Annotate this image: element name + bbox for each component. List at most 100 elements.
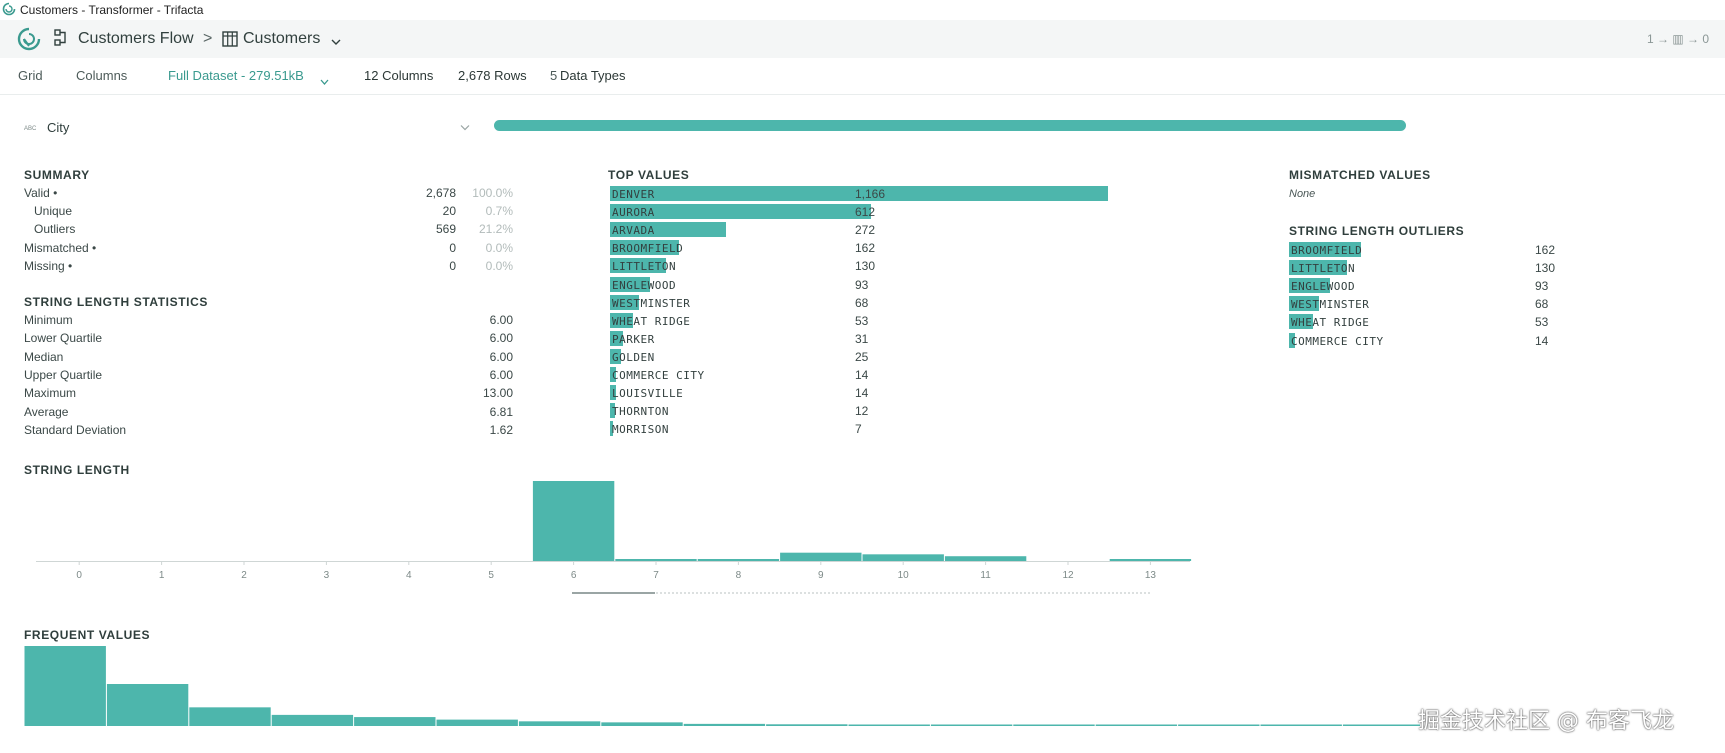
string-length-bar[interactable] <box>615 559 697 561</box>
top-value-bar[interactable] <box>610 186 1108 201</box>
summary-row-label: Valid • <box>24 186 58 200</box>
string-length-bar[interactable] <box>780 552 862 561</box>
frequent-value-bar[interactable] <box>848 724 930 727</box>
summary-row-label: Outliers <box>34 222 76 237</box>
outlier-count: 14 <box>1535 333 1549 348</box>
outlier-bar[interactable] <box>1289 314 1313 330</box>
frequent-value-bar[interactable] <box>354 717 436 726</box>
top-value-count: 7 <box>855 422 862 437</box>
data-types-count[interactable]: 5 <box>550 68 558 83</box>
stats-row-label: Lower Quartile <box>24 331 103 346</box>
x-axis-tick-label: 11 <box>980 570 991 581</box>
stats-row-value: 1.62 <box>489 422 513 437</box>
top-value-label: AURORA <box>612 206 655 220</box>
tab-columns[interactable]: Columns <box>76 68 128 83</box>
data-quality-bar-valid[interactable] <box>494 120 1406 131</box>
top-value-bar[interactable] <box>610 294 640 310</box>
stats-row-value: 6.00 <box>489 313 513 327</box>
frequent-value-bar[interactable] <box>930 724 1013 727</box>
x-axis-tick-label: 7 <box>653 570 659 581</box>
data-quality-bar-track <box>494 120 1406 131</box>
chevron-down-icon[interactable] <box>320 73 329 88</box>
outlier-count: 93 <box>1535 279 1549 294</box>
string-length-bar[interactable] <box>532 481 615 561</box>
flow-breadcrumb[interactable]: Customers Flow <box>78 30 194 47</box>
row-count: 2,678 Rows <box>458 68 527 83</box>
summary-row-label: Mismatched • <box>24 240 97 255</box>
top-value-bar[interactable] <box>610 403 616 419</box>
x-axis-tick-label: 9 <box>818 570 824 581</box>
top-value-count: 130 <box>855 259 876 274</box>
table-icon <box>222 31 238 50</box>
stats-row-value: 6.00 <box>489 349 513 364</box>
trifacta-home-icon[interactable] <box>16 26 42 55</box>
frequent-value-bar[interactable] <box>601 722 683 726</box>
frequent-value-bar[interactable] <box>271 714 354 726</box>
outlier-bar[interactable] <box>1289 296 1320 312</box>
summary-row-label: Unique <box>34 204 73 219</box>
summary-row-percent: 0.0% <box>485 240 513 255</box>
frequent-value-bar[interactable] <box>1095 724 1178 727</box>
outlier-label: COMMERCE CITY <box>1291 334 1384 348</box>
string-length-bar[interactable] <box>1109 559 1192 561</box>
frequent-value-bar[interactable] <box>683 723 766 726</box>
x-axis-tick-label: 6 <box>571 570 577 581</box>
top-value-bar[interactable] <box>610 367 616 382</box>
string-length-stats-title: STRING LENGTH STATISTICS <box>24 295 208 309</box>
navigation-bar: Customers Flow > Customers 1 → ▥ → 0 <box>0 20 1725 59</box>
dataset-size-select[interactable]: Full Dataset - 279.51kB <box>168 68 304 83</box>
top-value-label: ARVADA <box>612 224 655 238</box>
frequent-value-bar[interactable] <box>189 707 271 726</box>
string-type-icon[interactable]: ABC <box>24 126 37 132</box>
summary-row-value: 0 <box>449 240 456 255</box>
top-value-bar[interactable] <box>610 312 633 328</box>
chevron-down-icon[interactable] <box>331 34 341 49</box>
top-value-bar[interactable] <box>610 258 666 274</box>
top-value-bar[interactable] <box>610 421 613 437</box>
string-length-bar[interactable] <box>862 554 944 561</box>
top-value-count: 53 <box>855 313 869 328</box>
x-axis-tick-label: 1 <box>159 570 165 581</box>
column-menu-chevron-icon[interactable] <box>460 119 470 134</box>
top-value-bar[interactable] <box>610 330 624 346</box>
dataset-breadcrumb[interactable]: Customers <box>243 30 321 47</box>
x-axis-tick-label: 13 <box>1145 570 1157 581</box>
top-value-label: LITTLETON <box>612 260 677 274</box>
frequent-value-bar[interactable] <box>1013 724 1095 727</box>
stats-row-label: Maximum <box>24 386 77 401</box>
outlier-bar[interactable] <box>1289 332 1296 348</box>
string-length-bar[interactable] <box>944 556 1027 561</box>
frequent-value-bar[interactable] <box>106 684 189 726</box>
frequent-value-bar[interactable] <box>1342 724 1420 727</box>
data-types-label[interactable]: Data Types <box>560 68 626 83</box>
top-value-bar[interactable] <box>610 204 872 220</box>
top-value-bar[interactable] <box>610 348 621 364</box>
summary-row-percent: 21.2% <box>478 222 513 237</box>
stats-row-value: 13.00 <box>482 386 513 401</box>
frequent-value-bar[interactable] <box>766 724 848 726</box>
outlier-bar[interactable] <box>1289 260 1347 276</box>
outlier-label: LITTLETON <box>1291 262 1356 276</box>
top-value-bar[interactable] <box>610 222 727 238</box>
frequent-value-bar[interactable] <box>436 719 518 726</box>
frequent-value-bar[interactable] <box>1178 724 1260 727</box>
tab-grid[interactable]: Grid <box>18 68 43 83</box>
frequent-value-bar[interactable] <box>1260 724 1342 727</box>
top-value-bar[interactable] <box>610 385 616 401</box>
top-value-label: BROOMFIELD <box>612 242 684 256</box>
outlier-bar[interactable] <box>1289 278 1331 294</box>
breadcrumb-separator: > <box>203 30 213 47</box>
summary-row-value: 2,678 <box>425 186 456 200</box>
top-value-label: GOLDEN <box>612 350 655 364</box>
frequent-value-bar[interactable] <box>24 646 106 726</box>
top-value-label: LOUISVILLE <box>612 387 684 401</box>
top-value-count: 31 <box>855 331 869 346</box>
recipe-step-counter[interactable]: 1 → ▥ → 0 <box>1647 32 1710 46</box>
summary-row-label: Missing • <box>24 258 73 273</box>
frequent-value-bar[interactable] <box>518 721 601 726</box>
top-value-bar[interactable] <box>610 276 650 292</box>
string-length-bar[interactable] <box>697 559 780 561</box>
top-value-bar[interactable] <box>610 240 680 256</box>
top-value-count: 14 <box>855 386 869 401</box>
outlier-bar[interactable] <box>1289 242 1361 257</box>
